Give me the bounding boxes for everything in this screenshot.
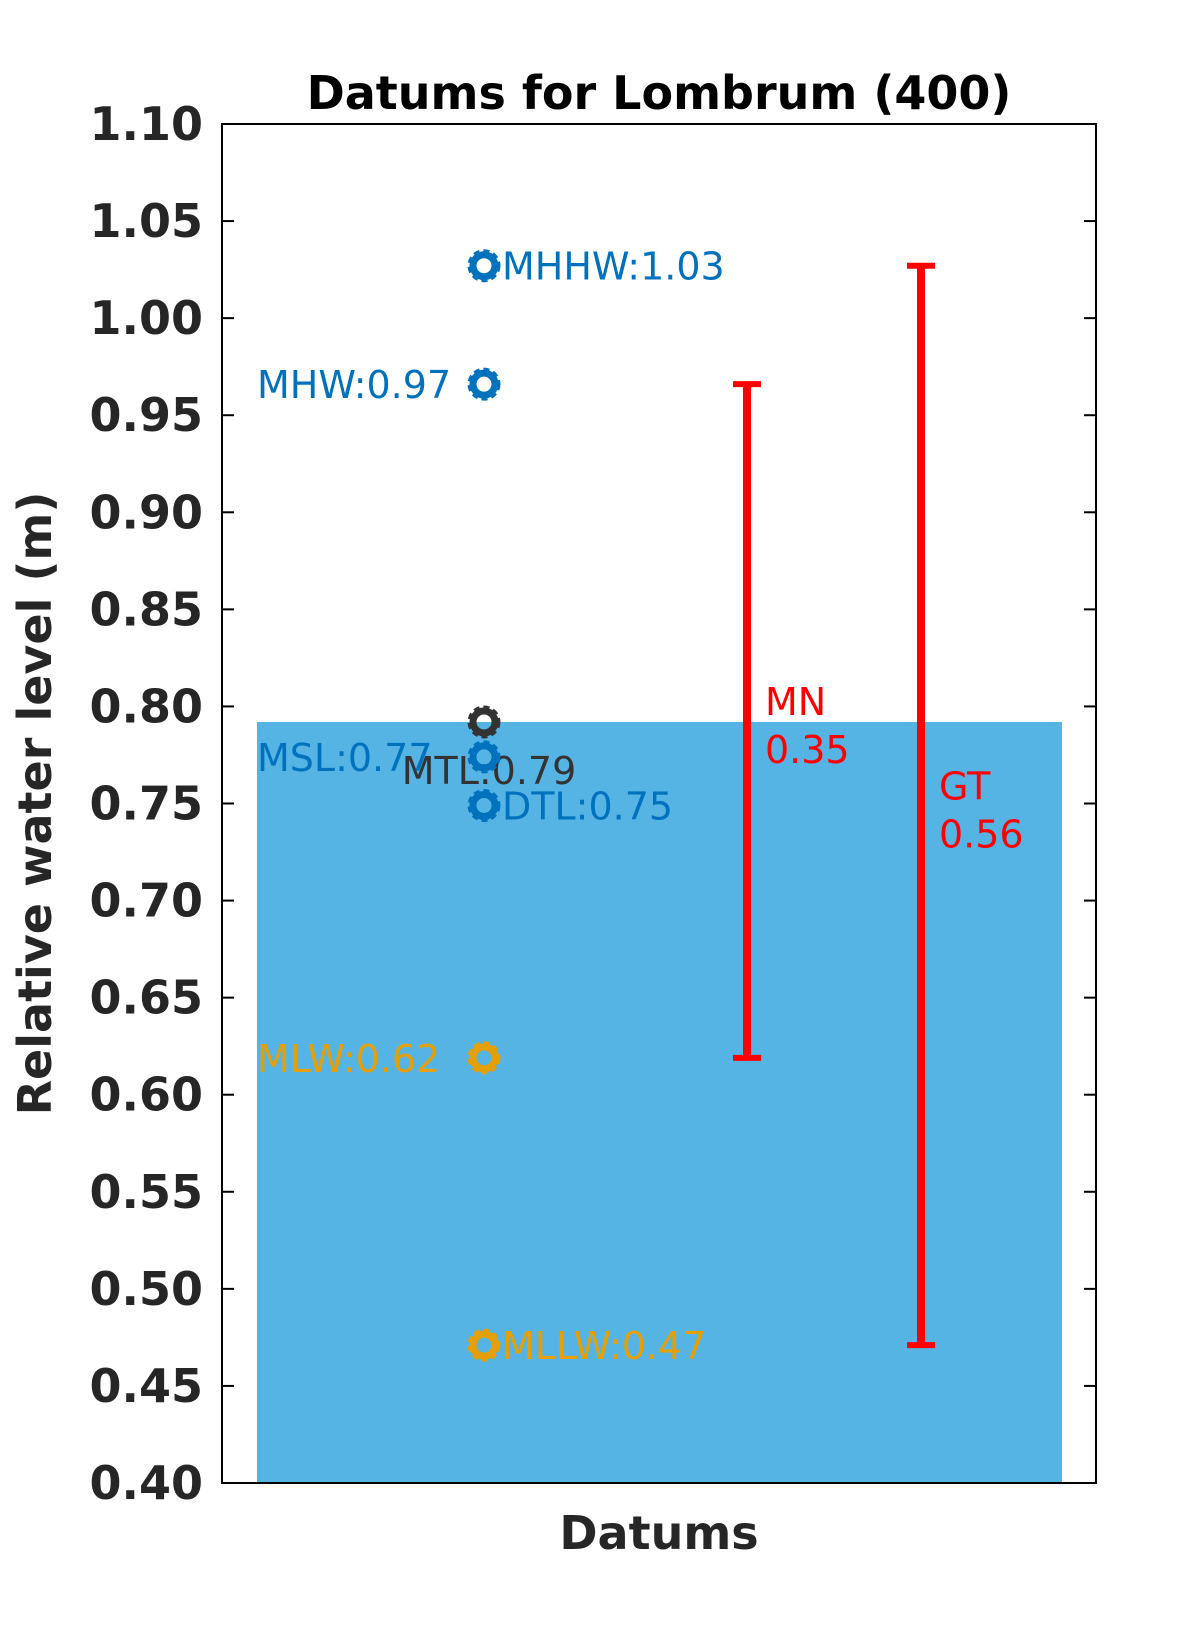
y-tick-label: 0.90 — [90, 485, 204, 539]
datum-label-msl: MSL:0.77 — [257, 736, 433, 780]
datum-label-mtl: MTL:0.79 — [402, 749, 577, 793]
range-value-mn: 0.35 — [765, 728, 850, 772]
y-tick-label: 1.10 — [90, 97, 204, 151]
y-tick-label: 0.40 — [90, 1456, 204, 1510]
datum-label-mllw: MLLW:0.47 — [502, 1324, 706, 1368]
datum-marker-dtl — [469, 790, 499, 820]
plot-frame — [221, 123, 1097, 1484]
x-axis-label: Datums — [559, 1506, 758, 1560]
datum-marker-ring-mtl — [467, 705, 501, 739]
datum-marker-ring-msl — [467, 740, 501, 774]
y-tick-label: 0.50 — [90, 1262, 204, 1316]
datum-marker-mllw — [469, 1330, 499, 1360]
y-tick-label: 0.70 — [90, 874, 204, 928]
datum-mllw: MLLW:0.47 — [467, 1324, 706, 1368]
datum-mlw: MLW:0.62 — [257, 1037, 501, 1081]
datum-mhw: MHW:0.97 — [257, 363, 501, 407]
datum-marker-ring-mhw — [467, 367, 501, 401]
datum-mtl: MTL:0.79 — [402, 705, 577, 793]
water-fill-layer — [257, 721, 1062, 1483]
y-axis-ticks: 0.40 0.45 0.50 0.55 0.60 0.65 0.70 0.75 0.80 0.85… — [90, 97, 1096, 1510]
datum-mhhw: MHHW:1.03 — [467, 245, 725, 289]
datum-marker-mlw — [469, 1043, 499, 1073]
datum-marker-ring-dtl — [467, 788, 501, 822]
chart-title: Datums for Lombrum (400) — [307, 66, 1012, 120]
datum-marker-mhw — [469, 369, 499, 399]
y-tick-label: 0.85 — [90, 582, 204, 636]
range-label-mn: MN — [765, 680, 826, 724]
datum-label-dtl: DTL:0.75 — [502, 784, 673, 828]
water-level-fill — [257, 721, 1062, 1483]
y-tick-label: 0.55 — [90, 1165, 204, 1219]
range-label-gt: GT — [939, 764, 991, 808]
range-bars: MN0.35 GT0.56 — [733, 262, 1024, 1349]
y-tick-label: 0.80 — [90, 679, 204, 733]
datum-marker-ring-mlw — [467, 1041, 501, 1075]
datum-label-mhhw: MHHW:1.03 — [502, 245, 725, 289]
datum-marker-ring-mhhw — [467, 249, 501, 283]
datum-dtl: DTL:0.75 — [467, 784, 673, 828]
datum-marker-ring-mllw — [467, 1328, 501, 1362]
y-tick-label: 0.60 — [90, 1068, 204, 1122]
datum-label-mhw: MHW:0.97 — [257, 363, 451, 407]
y-tick-label: 1.05 — [90, 194, 204, 248]
datum-marker-msl — [469, 742, 499, 772]
datum-marker-mtl — [469, 707, 499, 737]
y-axis-label: Relative water level (m) — [8, 492, 62, 1116]
datum-label-mlw: MLW:0.62 — [257, 1037, 440, 1081]
y-tick-label: 0.65 — [90, 971, 204, 1025]
y-tick-label: 1.00 — [90, 291, 204, 345]
y-tick-label: 0.95 — [90, 388, 204, 442]
y-tick-label: 0.75 — [90, 777, 204, 831]
datum-msl: MSL:0.77 — [257, 736, 501, 780]
y-tick-label: 0.45 — [90, 1359, 204, 1413]
range-value-gt: 0.56 — [939, 812, 1024, 856]
datum-marker-mhhw — [469, 251, 499, 281]
